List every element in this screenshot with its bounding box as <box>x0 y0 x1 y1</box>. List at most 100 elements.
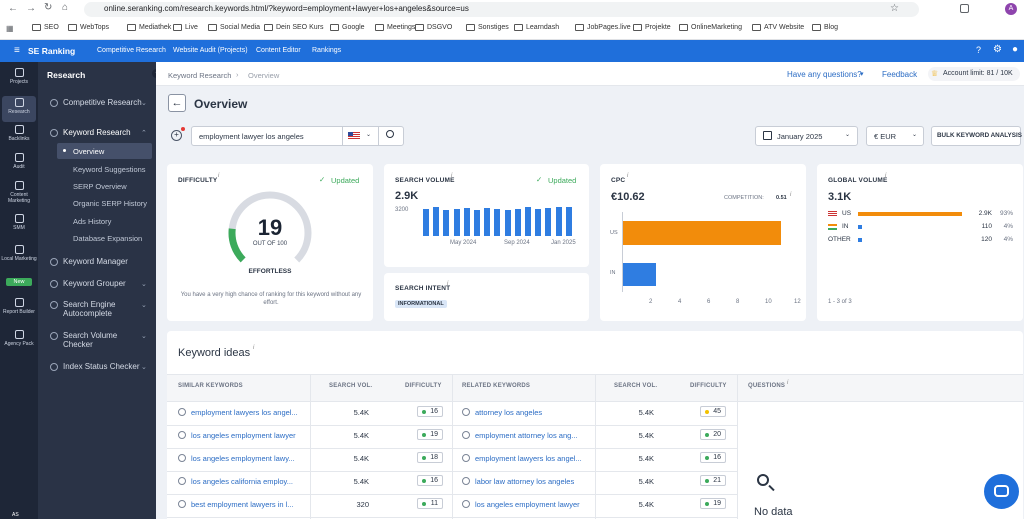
bookmark-mediathek[interactable]: Mediathek <box>127 24 171 31</box>
feedback-link[interactable]: Feedback <box>882 70 918 79</box>
related-keyword[interactable]: employment lawyers los angel... <box>475 454 582 463</box>
add-keyword-icon[interactable] <box>462 408 470 416</box>
nav-website-audit[interactable]: Website Audit (Projects) <box>173 47 248 54</box>
col-related-keywords[interactable]: RELATED KEYWORDS <box>462 383 531 389</box>
similar-keyword[interactable]: los angeles employment lawy... <box>191 454 295 463</box>
bookmark-webtops[interactable]: WebTops <box>68 24 109 31</box>
similar-keyword[interactable]: best employment lawyers in l... <box>191 500 294 509</box>
related-keyword[interactable]: employment attorney los ang... <box>475 431 578 440</box>
panel-sub-overview[interactable]: Overview <box>73 147 105 156</box>
add-keyword-icon[interactable] <box>462 500 470 508</box>
bulk-analysis-button[interactable] <box>931 126 1021 146</box>
settings-icon[interactable]: ⚙ <box>993 44 1002 55</box>
panel-sub-keyword-suggestions[interactable]: Keyword Suggestions <box>73 165 146 174</box>
apps-icon[interactable]: ▦ <box>6 24 14 33</box>
nav-rankings[interactable]: Rankings <box>312 47 342 54</box>
add-keyword-icon[interactable] <box>462 431 470 439</box>
related-keyword[interactable]: attorney los angeles <box>475 408 543 417</box>
chevron-down-icon[interactable]: ⌄ <box>141 333 147 340</box>
avatar[interactable]: A <box>1005 3 1017 15</box>
back-button[interactable]: ← <box>168 94 186 112</box>
nav-competitive-research[interactable]: Competitive Research <box>97 47 166 54</box>
rail-audit[interactable]: Audit <box>0 153 38 170</box>
panel-item-index-status-checker[interactable]: Index Status Checker <box>63 362 140 371</box>
bookmark-learndash[interactable]: Learndash <box>514 24 559 31</box>
reload-icon[interactable]: ↻ <box>44 2 53 13</box>
bookmark-atv-website[interactable]: ATV Website <box>752 24 804 31</box>
home-icon[interactable]: ⌂ <box>62 2 69 13</box>
panel-sub-serp-overview[interactable]: SERP Overview <box>73 182 127 191</box>
col-difficulty[interactable]: DIFFICULTY <box>405 383 442 389</box>
help-icon[interactable]: ? <box>976 45 982 55</box>
breadcrumb-keyword-research[interactable]: Keyword Research <box>168 71 232 80</box>
col-difficulty-related[interactable]: DIFFICULTY <box>690 383 727 389</box>
bookmark-projekte[interactable]: Projekte <box>633 24 671 31</box>
related-keyword[interactable]: labor law attorney los angeles <box>475 477 575 486</box>
brand-logo-icon[interactable]: ≡ <box>14 45 20 56</box>
panel-sub-organic-serp-history[interactable]: Organic SERP History <box>73 199 148 208</box>
col-search-vol[interactable]: SEARCH VOL. <box>329 383 373 389</box>
address-bar[interactable] <box>84 2 919 17</box>
bookmark-jobpages-live[interactable]: JobPages.live <box>575 24 631 31</box>
questions-link[interactable]: Have any questions? <box>787 70 862 79</box>
panel-item-keyword-research[interactable]: Keyword Research <box>63 128 131 137</box>
related-keyword[interactable]: los angeles employment lawyer <box>475 500 580 509</box>
rail-projects[interactable]: Projects <box>0 68 38 85</box>
chat-button[interactable] <box>984 474 1019 509</box>
chevron-down-icon[interactable]: ⌄ <box>141 364 147 371</box>
add-keyword-icon[interactable] <box>462 477 470 485</box>
panel-item-keyword-manager[interactable]: Keyword Manager <box>63 257 128 266</box>
bookmark-dsgvo[interactable]: DSGVO <box>415 24 452 31</box>
rail-research[interactable]: Research <box>0 98 38 115</box>
add-keyword-icon[interactable] <box>178 477 186 485</box>
add-keyword-icon[interactable] <box>178 408 186 416</box>
rail-local-marketing[interactable]: Local Marketing <box>0 245 38 262</box>
bookmark-social-media[interactable]: Social Media <box>208 24 260 31</box>
rail-backlinks[interactable]: Backlinks <box>0 125 38 142</box>
rail-report-builder[interactable]: Report Builder <box>0 298 38 315</box>
forward-icon[interactable]: → <box>26 3 36 14</box>
add-keyword-icon[interactable] <box>178 431 186 439</box>
similar-keyword[interactable]: los angeles employment lawyer <box>191 431 296 440</box>
bookmark-onlinemarketing[interactable]: OnlineMarketing <box>679 24 742 31</box>
panel-sub-ads-history[interactable]: Ads History <box>73 217 112 226</box>
nav-content-editor[interactable]: Content Editor <box>256 47 301 54</box>
panel-item-search-volume-checker[interactable]: Search Volume Checker <box>63 331 118 349</box>
bookmark-seo[interactable]: SEO <box>32 24 59 31</box>
col-similar-keywords[interactable]: SIMILAR KEYWORDS <box>178 383 243 389</box>
back-icon[interactable]: ← <box>8 3 18 14</box>
brand-name[interactable]: SE Ranking <box>28 46 76 56</box>
add-keyword-icon[interactable] <box>462 454 470 462</box>
rail-agency-pack[interactable]: Agency Pack <box>0 330 38 347</box>
panel-item-competitive-research[interactable]: Competitive Research <box>63 98 142 107</box>
bookmark-live[interactable]: Live <box>173 24 198 31</box>
chevron-down-icon[interactable]: ⌄ <box>141 281 147 288</box>
bookmark-sonstiges[interactable]: Sonstiges <box>466 24 509 31</box>
col-search-vol-related[interactable]: SEARCH VOL. <box>614 383 658 389</box>
chevron-down-icon[interactable]: ⌃ <box>141 130 147 137</box>
chevron-down-icon[interactable]: ⌄ <box>141 100 147 107</box>
rail-smm[interactable]: SMM <box>0 214 38 231</box>
bookmark-meetings[interactable]: Meetings <box>375 24 415 31</box>
rail-bottom-avatar[interactable]: AS <box>12 512 19 518</box>
extension-icon[interactable] <box>960 4 969 13</box>
col-questions[interactable]: QUESTIONS <box>748 383 786 389</box>
panel-sub-database-expansion[interactable]: Database Expansion <box>73 234 143 243</box>
similar-keyword[interactable]: los angeles california employ... <box>191 477 293 486</box>
panel-item-search-engine-autocomplete[interactable]: Search Engine Autocomplete <box>63 300 116 318</box>
bookmark-google[interactable]: Google <box>330 24 365 31</box>
chevron-down-icon[interactable]: ⌄ <box>141 302 147 309</box>
url-text[interactable]: online.seranking.com/research.keywords.h… <box>104 4 469 13</box>
similar-keyword[interactable]: employment lawyers los angel... <box>191 408 298 417</box>
star-icon[interactable]: ☆ <box>890 3 899 14</box>
add-keyword-icon[interactable] <box>178 500 186 508</box>
rail-content-marketing[interactable]: Content Marketing <box>0 181 38 204</box>
bookmark-dein-seo-kurs[interactable]: Dein SEO Kurs <box>264 24 323 31</box>
panel-item-keyword-grouper[interactable]: Keyword Grouper <box>63 279 126 288</box>
user-icon[interactable]: ● <box>1012 44 1019 55</box>
add-keyword-icon[interactable] <box>178 454 186 462</box>
currency-select[interactable] <box>866 126 924 146</box>
add-keyword-icon[interactable]: + <box>171 130 182 141</box>
bookmark-blog[interactable]: Blog <box>812 24 838 31</box>
date-select[interactable] <box>755 126 858 146</box>
